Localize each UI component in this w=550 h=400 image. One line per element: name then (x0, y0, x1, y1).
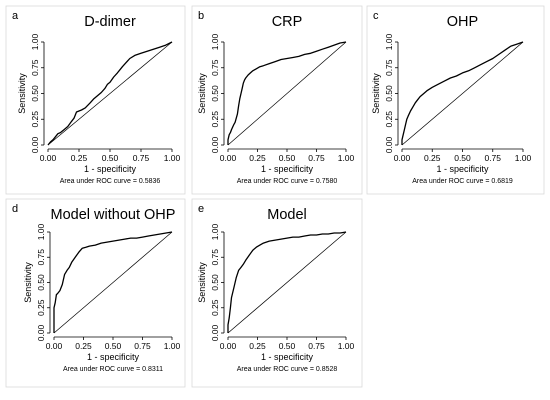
x-tick-label: 0.50 (105, 341, 122, 351)
y-axis-title: Sensitivity (197, 262, 207, 303)
y-tick-label: 0.00 (30, 136, 40, 153)
reference-line (227, 41, 347, 146)
x-tick-label: 0.00 (220, 153, 237, 163)
y-tick-label: 0.00 (210, 136, 220, 153)
x-tick-label: 0.75 (308, 153, 325, 163)
x-tick-label: 0.25 (75, 341, 92, 351)
roc-curve (227, 41, 347, 145)
x-tick-label: 0.00 (40, 153, 57, 163)
panel-frame (191, 5, 363, 195)
x-tick-label: 1.00 (164, 153, 181, 163)
y-tick-label: 0.75 (384, 59, 394, 76)
y-tick-label: 0.75 (210, 249, 220, 266)
x-tick-label: 0.00 (46, 341, 63, 351)
chart-title: Model (267, 207, 307, 223)
y-tick-label: 0.25 (36, 299, 46, 316)
roc-curve (227, 231, 347, 333)
y-tick-label: 0.50 (384, 85, 394, 102)
y-tick-label: 0.50 (30, 85, 40, 102)
roc-panel-d: d Model without OHP 0.00 0.25 0.50 0.75 1.00 0.… (5, 198, 186, 388)
y-tick-label: 0.25 (210, 111, 220, 128)
x-tick-label: 0.25 (249, 153, 266, 163)
x-tick-label: 0.50 (454, 153, 471, 163)
x-tick-label: 0.75 (484, 153, 501, 163)
y-tick-label: 1.00 (210, 223, 220, 240)
reference-line (53, 231, 173, 334)
auc-caption: Area under ROC curve = 0.5836 (60, 178, 161, 185)
panel-frame (366, 5, 545, 195)
y-tick-label: 0.50 (210, 85, 220, 102)
y-tick-label: 1.00 (36, 223, 46, 240)
panel-frame (5, 5, 186, 195)
x-tick-label: 0.25 (71, 153, 88, 163)
y-tick-label: 1.00 (210, 33, 220, 50)
y-tick-label: 0.00 (384, 136, 394, 153)
roc-curve (47, 41, 173, 146)
y-tick-label: 1.00 (30, 33, 40, 50)
x-axis-title: 1 - specificity (261, 352, 314, 362)
roc-panel-a: a D-dimer 0.00 0.25 0.50 0.75 1.00 0.00 0.25 0.50… (5, 5, 186, 195)
panel-letter: a (12, 10, 19, 22)
x-tick-label: 0.00 (220, 341, 237, 351)
y-tick-label: 1.00 (384, 33, 394, 50)
auc-caption: Area under ROC curve = 0.8528 (237, 366, 338, 373)
x-tick-label: 0.75 (134, 341, 151, 351)
x-tick-label: 1.00 (515, 153, 532, 163)
roc-panel-e: e Model 0.00 0.25 0.50 0.75 1.00 0.00 0.25 0.50 0.… (191, 198, 363, 388)
x-tick-label: 0.75 (308, 341, 325, 351)
roc-panel-b: b CRP 0.00 0.25 0.50 0.75 1.00 0.00 0.25 0.50 0.75… (191, 5, 363, 195)
y-tick-label: 0.75 (210, 59, 220, 76)
chart-title: OHP (447, 14, 478, 30)
x-axis-title: 1 - specificity (436, 164, 489, 174)
auc-caption: Area under ROC curve = 0.8311 (63, 366, 163, 373)
panel-letter: d (12, 203, 18, 215)
panel-letter: c (373, 10, 379, 22)
x-tick-label: 0.50 (279, 341, 296, 351)
x-axis-title: 1 - specificity (261, 164, 314, 174)
y-tick-label: 0.25 (384, 111, 394, 128)
reference-line (401, 41, 524, 146)
x-tick-label: 0.75 (133, 153, 150, 163)
x-axis-title: 1 - specificity (87, 352, 140, 362)
panel-frame (5, 198, 186, 388)
x-tick-label: 0.25 (424, 153, 441, 163)
y-tick-label: 0.25 (30, 111, 40, 128)
panel-letter: b (198, 10, 204, 22)
roc-curve (401, 41, 524, 145)
y-tick-label: 0.75 (36, 249, 46, 266)
y-tick-label: 0.75 (30, 59, 40, 76)
reference-line (227, 231, 347, 334)
chart-title: CRP (272, 14, 303, 30)
y-tick-label: 0.50 (210, 274, 220, 291)
y-axis-title: Sensitivity (197, 73, 207, 114)
auc-caption: Area under ROC curve = 0.7580 (237, 178, 338, 185)
x-tick-label: 1.00 (164, 341, 181, 351)
y-axis-title: Sensitivity (17, 73, 27, 114)
x-axis-title: 1 - specificity (84, 164, 137, 174)
chart-title: Model without OHP (51, 207, 176, 223)
reference-line (47, 41, 173, 146)
panel-frame (191, 198, 363, 388)
roc-curve (53, 231, 173, 333)
y-tick-label: 0.50 (36, 274, 46, 291)
y-axis-title: Sensitivity (23, 262, 33, 303)
y-tick-label: 0.00 (36, 324, 46, 341)
roc-panel-c: c OHP 0.00 0.25 0.50 0.75 1.00 0.00 0.25 0.50 0.75… (366, 5, 545, 195)
x-tick-label: 1.00 (338, 341, 355, 351)
x-tick-label: 0.50 (102, 153, 119, 163)
x-tick-label: 0.50 (279, 153, 296, 163)
x-tick-label: 0.25 (249, 341, 266, 351)
chart-title: D-dimer (84, 14, 136, 30)
panel-letter: e (198, 203, 204, 215)
y-tick-label: 0.00 (210, 324, 220, 341)
x-tick-label: 1.00 (338, 153, 355, 163)
auc-caption: Area under ROC curve = 0.6819 (412, 178, 513, 185)
y-axis-title: Sensitivity (371, 73, 381, 114)
x-tick-label: 0.00 (394, 153, 411, 163)
y-tick-label: 0.25 (210, 299, 220, 316)
